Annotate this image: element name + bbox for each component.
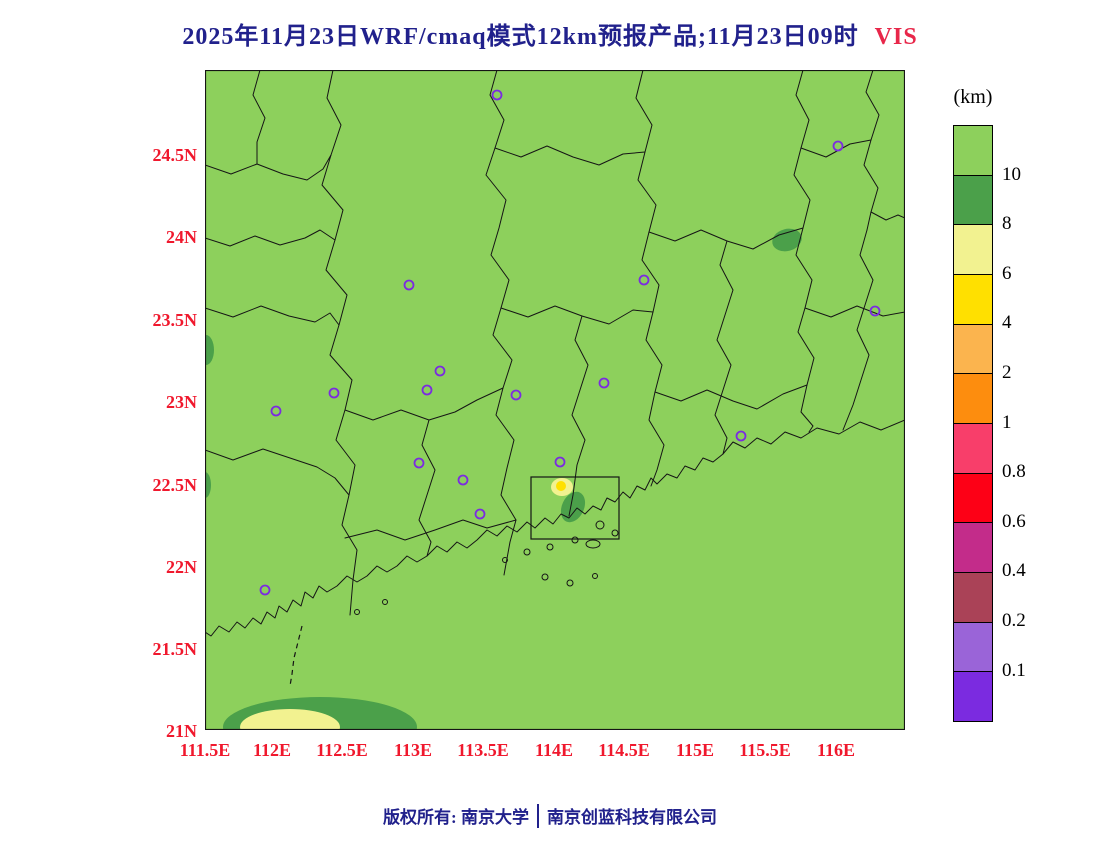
station-marker (413, 457, 425, 469)
footer-copyright: 版权所有: 南京大学 南京创蓝科技有限公司 (0, 803, 1100, 828)
colorbar-tick-label: 0.2 (1002, 610, 1026, 631)
copyright-left: 版权所有: 南京大学 (383, 808, 529, 827)
station-marker (598, 377, 610, 389)
station-marker (554, 456, 566, 468)
colorbar-unit-label: (km) (953, 86, 993, 108)
lon-axis-label: 113.5E (457, 740, 509, 760)
colorbar-tick-label: 0.1 (1002, 660, 1026, 681)
station-marker (328, 387, 340, 399)
station-marker (832, 140, 844, 152)
station-marker (491, 89, 503, 101)
lat-axis-label: 22.5N (152, 475, 198, 495)
copyright-right: 南京创蓝科技有限公司 (546, 808, 717, 827)
station-markers (259, 89, 881, 596)
colorbar (953, 125, 993, 722)
colorbar-segment (954, 621, 992, 672)
station-marker (403, 279, 415, 291)
station-marker (869, 305, 881, 317)
colorbar-tick-label: 4 (1002, 312, 1012, 333)
colorbar-segment (954, 323, 992, 374)
dashed-sea-boundary (289, 625, 303, 687)
copyright-divider (536, 803, 539, 828)
station-marker (638, 274, 650, 286)
colorbar-tick-label: 8 (1002, 213, 1012, 234)
colorbar-tick-label: 0.6 (1002, 511, 1026, 532)
station-marker (510, 389, 522, 401)
lon-axis-label: 114.5E (598, 740, 650, 760)
colorbar-tick-label: 10 (1002, 164, 1021, 185)
map-background (205, 70, 905, 730)
lat-axis-label: 23N (166, 392, 197, 412)
colorbar-segment (954, 572, 992, 622)
colorbar-segment (954, 274, 992, 324)
station-marker (434, 365, 446, 377)
lon-axis-label: 111.5E (179, 740, 231, 760)
colorbar-segment (954, 522, 992, 573)
colorbar-tick-label: 6 (1002, 263, 1012, 284)
lat-axis-label: 21.5N (152, 639, 198, 659)
boundary-lines (205, 70, 905, 637)
islands (354, 520, 619, 615)
station-marker (474, 508, 486, 520)
coastline (205, 419, 905, 637)
lat-axis-label: 22N (166, 557, 197, 577)
lon-axis-label: 115E (675, 740, 714, 760)
colorbar-tick-label: 2 (1002, 362, 1012, 383)
station-marker (457, 474, 469, 486)
colorbar-tick-label: 0.4 (1002, 560, 1026, 581)
lon-axis-label: 114E (534, 740, 573, 760)
colorbar-segment (954, 373, 992, 424)
colorbar-segment (954, 423, 992, 473)
lon-axis-label: 112.5E (316, 740, 368, 760)
colorbar-segment (954, 472, 992, 523)
lon-axis-label: 112E (252, 740, 291, 760)
lat-axis-label: 21N (166, 721, 197, 741)
title-variable: VIS (874, 24, 918, 50)
title-main: 2025年11月23日WRF/cmaq模式12km预报产品;11月23日09时 (182, 24, 859, 50)
lon-axis-label: 116E (816, 740, 855, 760)
colorbar-segment (954, 224, 992, 275)
lon-axis-label: 115.5E (739, 740, 791, 760)
station-marker (270, 405, 282, 417)
focus-region-box (530, 476, 620, 540)
colorbar-segment (954, 126, 992, 175)
map-frame (205, 70, 905, 730)
station-marker (421, 384, 433, 396)
station-marker (735, 430, 747, 442)
station-marker (259, 584, 271, 596)
colorbar-tick-label: 0.8 (1002, 461, 1026, 482)
lat-axis-label: 24.5N (152, 145, 198, 165)
lat-axis-label: 23.5N (152, 310, 198, 330)
lat-axis-label: 24N (166, 227, 197, 247)
colorbar-segment (954, 671, 992, 722)
colorbar-segment (954, 174, 992, 225)
colorbar-tick-label: 1 (1002, 412, 1012, 433)
forecast-map (205, 70, 905, 730)
lon-axis-label: 113E (393, 740, 432, 760)
page-title: 2025年11月23日WRF/cmaq模式12km预报产品;11月23日09时 V… (0, 16, 1100, 51)
